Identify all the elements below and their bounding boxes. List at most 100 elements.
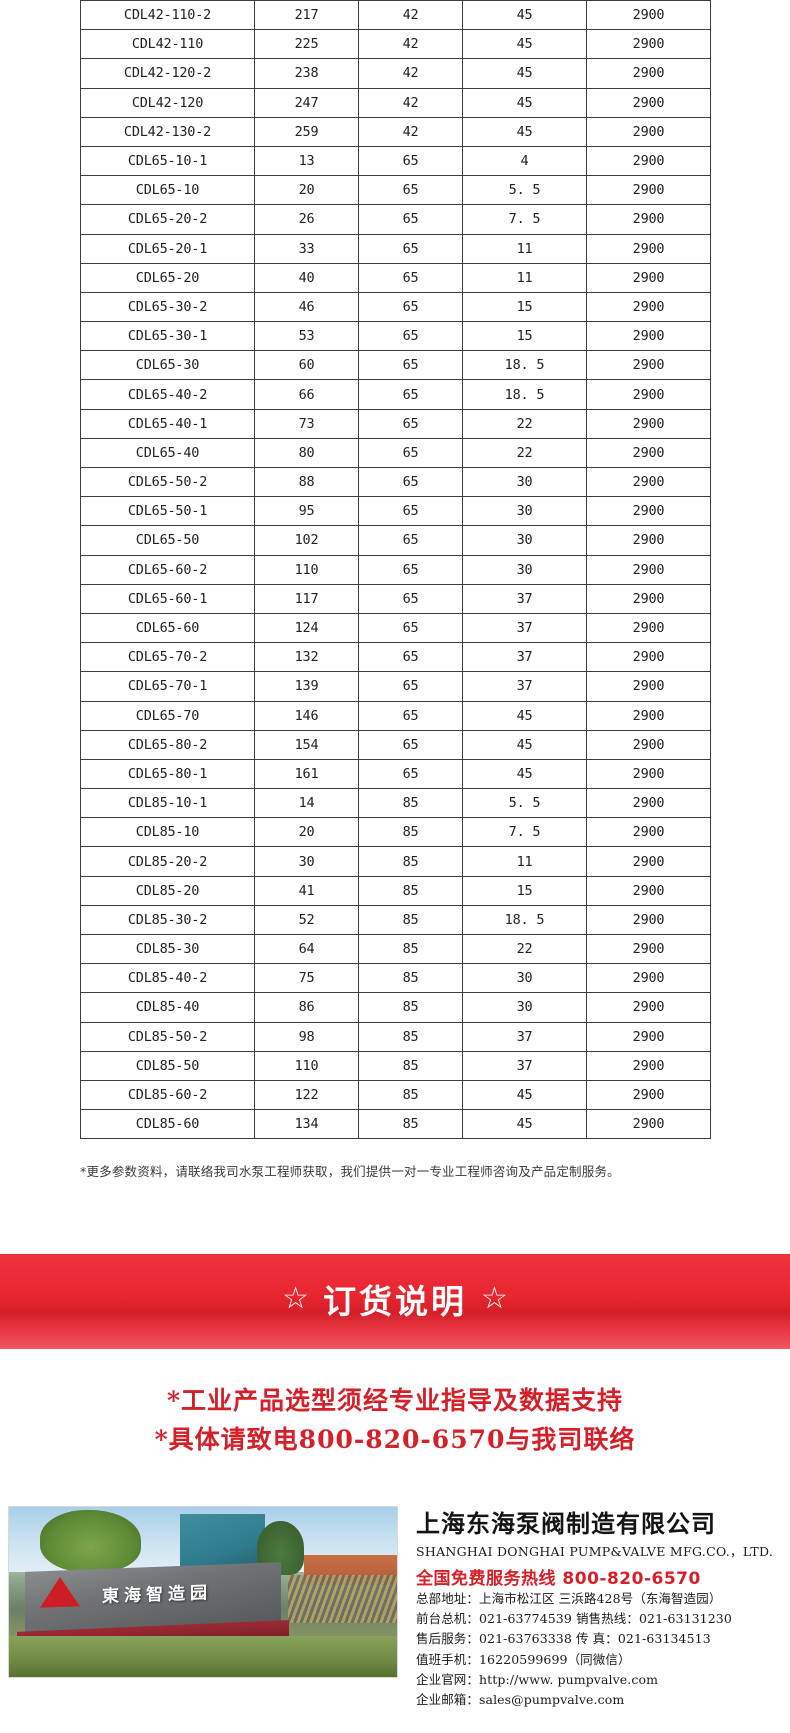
cell-value-4: 2900 [586, 875, 711, 906]
table-row: CDL85-50-2 98 85 37 2900 [80, 1021, 711, 1052]
cell-value-4: 2900 [586, 1021, 711, 1052]
cell-value-1: 60 [254, 350, 359, 381]
cell-value-1: 80 [254, 437, 359, 469]
cell-value-1: 30 [254, 846, 359, 877]
cell-value-2: 65 [358, 612, 463, 644]
cell-value-3: 4 [462, 145, 587, 177]
cell-value-4: 2900 [586, 0, 711, 31]
star-left-icon: ☆ [282, 1281, 309, 1315]
cell-value-2: 65 [358, 496, 463, 527]
cell-value-1: 247 [254, 87, 359, 118]
cell-value-2: 65 [358, 700, 463, 731]
cell-value-3: 45 [462, 729, 587, 760]
cell-value-1: 139 [254, 671, 359, 702]
cell-value-2: 42 [358, 116, 463, 147]
cell-value-2: 85 [358, 963, 463, 994]
cell-value-1: 238 [254, 58, 359, 89]
cell-value-2: 42 [358, 0, 463, 31]
table-row: CDL65-20 40 65 11 2900 [80, 262, 711, 293]
cell-value-1: 20 [254, 175, 359, 206]
table-row: CDL65-50-1 95 65 30 2900 [80, 496, 711, 527]
cell-value-3: 45 [462, 58, 587, 89]
cell-model: CDL42-110 [80, 29, 255, 60]
cell-value-3: 15 [462, 875, 587, 906]
cell-value-2: 85 [358, 1021, 463, 1052]
cell-value-3: 30 [462, 963, 587, 994]
order-headlines: *工业产品选型须经专业指导及数据支持 *具体请致电800-820-6570与我司… [0, 1382, 790, 1460]
cell-value-2: 65 [358, 291, 463, 323]
cell-value-4: 2900 [586, 904, 711, 936]
cell-value-2: 65 [358, 204, 463, 235]
spec-table-container: CDL42-110-2 217 42 45 2900 CDL42-110 225 42 45 29… [80, 0, 711, 1140]
cell-value-4: 2900 [586, 933, 711, 965]
table-row: CDL85-30 64 85 22 2900 [80, 933, 711, 965]
cell-value-4: 2900 [586, 437, 711, 469]
cell-value-3: 30 [462, 466, 587, 498]
cell-value-1: 40 [254, 262, 359, 293]
cell-model: CDL85-10 [80, 817, 255, 848]
cell-value-2: 65 [358, 437, 463, 469]
table-row: CDL65-30-1 53 65 15 2900 [80, 321, 711, 352]
cell-value-2: 65 [358, 321, 463, 352]
cell-value-4: 2900 [586, 525, 711, 556]
cell-value-2: 65 [358, 642, 463, 673]
cell-value-2: 65 [358, 175, 463, 206]
table-row: CDL65-20-1 33 65 11 2900 [80, 233, 711, 264]
cell-value-4: 2900 [586, 466, 711, 498]
table-row: CDL65-30-2 46 65 15 2900 [80, 291, 711, 323]
table-row: CDL65-70-2 132 65 37 2900 [80, 642, 711, 673]
company-footer: 東海智造园 上海东海泵阀制造有限公司 SHANGHAI DONGHAI PUMP… [0, 1506, 790, 1707]
table-row: CDL42-110-2 217 42 45 2900 [80, 0, 711, 31]
order-instructions-banner: ☆ 订货说明 ☆ [0, 1254, 790, 1349]
spec-table-body: CDL42-110-2 217 42 45 2900 CDL42-110 225 42 45 29… [80, 0, 711, 1140]
cell-value-4: 2900 [586, 612, 711, 644]
cell-value-4: 2900 [586, 1079, 711, 1111]
cell-value-4: 2900 [586, 758, 711, 790]
company-email[interactable]: 企业邮箱：sales@pumpvalve.com [416, 1692, 625, 1708]
cell-model: CDL65-30 [80, 350, 255, 381]
cell-value-1: 33 [254, 233, 359, 264]
cell-value-1: 20 [254, 817, 359, 848]
cell-value-2: 65 [358, 671, 463, 702]
cell-value-3: 22 [462, 408, 587, 439]
table-row: CDL65-40-1 73 65 22 2900 [80, 408, 711, 439]
cell-value-1: 64 [254, 933, 359, 965]
service-hotline: 全国免费服务热线 800-820-6570 [416, 1568, 701, 1589]
photo-lawn [9, 1636, 397, 1677]
cell-value-2: 65 [358, 758, 463, 790]
cell-value-2: 85 [358, 1050, 463, 1081]
cell-value-4: 2900 [586, 87, 711, 118]
company-website[interactable]: 企业官网：http://www. pumpvalve.com [416, 1671, 659, 1687]
cell-value-1: 146 [254, 700, 359, 731]
table-row: CDL65-10 20 65 5. 5 2900 [80, 175, 711, 206]
cell-value-1: 259 [254, 116, 359, 147]
cell-value-2: 65 [358, 350, 463, 381]
cell-value-4: 2900 [586, 233, 711, 264]
company-service-fax: 售后服务：021-63763338 传 真：021-63134513 [416, 1631, 711, 1647]
cell-value-4: 2900 [586, 175, 711, 206]
cell-value-3: 37 [462, 642, 587, 673]
cell-value-2: 65 [358, 466, 463, 498]
table-row: CDL42-120 247 42 45 2900 [80, 87, 711, 118]
cell-value-4: 2900 [586, 204, 711, 235]
cell-value-3: 15 [462, 321, 587, 352]
cell-model: CDL65-50-2 [80, 466, 255, 498]
factory-photo: 東海智造园 [8, 1506, 398, 1678]
company-address: 总部地址：上海市松江区 三浜路428号（东海智造园） [416, 1590, 722, 1606]
cell-value-1: 66 [254, 379, 359, 410]
cell-model: CDL65-30-1 [80, 321, 255, 352]
table-row: CDL65-50 102 65 30 2900 [80, 525, 711, 556]
cell-model: CDL65-50 [80, 525, 255, 556]
cell-value-3: 45 [462, 116, 587, 147]
cell-model: CDL65-10 [80, 175, 255, 206]
table-row: CDL65-50-2 88 65 30 2900 [80, 466, 711, 498]
cell-model: CDL65-20-1 [80, 233, 255, 264]
company-mobile: 值班手机：16220599699（同微信） [416, 1651, 631, 1667]
cell-value-1: 73 [254, 408, 359, 439]
cell-value-3: 30 [462, 554, 587, 585]
cell-value-4: 2900 [586, 846, 711, 877]
cell-model: CDL65-70-2 [80, 642, 255, 673]
table-row: CDL85-40-2 75 85 30 2900 [80, 963, 711, 994]
cell-value-4: 2900 [586, 145, 711, 177]
cell-value-3: 22 [462, 437, 587, 469]
